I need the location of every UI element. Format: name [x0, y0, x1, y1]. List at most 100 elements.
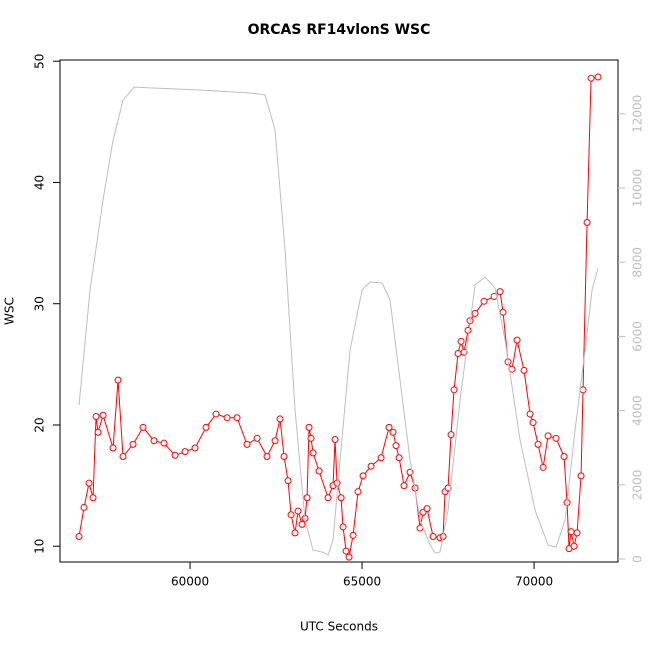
- point: [345, 553, 353, 561]
- point: [454, 349, 462, 357]
- point: [339, 523, 347, 531]
- point: [429, 533, 437, 541]
- point: [114, 376, 122, 384]
- point: [460, 348, 468, 356]
- point: [567, 528, 575, 536]
- y-tick-label: 30: [33, 296, 47, 311]
- point: [119, 453, 127, 461]
- point: [392, 442, 400, 450]
- point: [212, 410, 220, 418]
- point: [337, 494, 345, 502]
- point: [89, 494, 97, 502]
- point: [80, 503, 88, 511]
- point: [85, 479, 93, 487]
- x-tick-label: 70000: [515, 575, 553, 589]
- point: [129, 440, 137, 448]
- point: [291, 529, 299, 537]
- plot-frame: [59, 59, 619, 563]
- point: [377, 454, 385, 462]
- point: [423, 505, 431, 513]
- point: [385, 423, 393, 431]
- y2-tick-label: 4000: [631, 395, 645, 426]
- y2-tick-label: 8000: [631, 247, 645, 278]
- point: [75, 533, 83, 541]
- y2-tick-label: 2000: [631, 470, 645, 501]
- y-axis-label: WSC: [3, 297, 17, 325]
- point: [294, 507, 302, 515]
- point: [324, 494, 332, 502]
- point: [570, 542, 578, 550]
- x-axis-label: UTC Seconds: [300, 620, 378, 634]
- x-tick-label: 60000: [171, 575, 209, 589]
- chart-title: ORCAS RF14vlonS WSC: [248, 22, 431, 38]
- point: [395, 454, 403, 462]
- point: [544, 432, 552, 440]
- point: [359, 472, 367, 480]
- point: [471, 309, 479, 317]
- point: [315, 467, 323, 475]
- y-tick-label: 10: [33, 539, 47, 554]
- point: [594, 73, 602, 81]
- point: [276, 415, 284, 423]
- y2-tick-label: 6000: [631, 321, 645, 352]
- point: [160, 439, 168, 447]
- point: [534, 440, 542, 448]
- point: [139, 423, 147, 431]
- point: [94, 428, 102, 436]
- point: [109, 444, 117, 452]
- point: [181, 448, 189, 456]
- point: [271, 437, 279, 445]
- point: [496, 288, 504, 296]
- series-line: [78, 86, 599, 556]
- point: [253, 434, 261, 442]
- y2-tick-label: 12000: [631, 95, 645, 133]
- point: [150, 437, 158, 445]
- point: [447, 431, 455, 439]
- point: [202, 423, 210, 431]
- point: [191, 444, 199, 452]
- point: [284, 477, 292, 485]
- point: [280, 453, 288, 461]
- point: [539, 463, 547, 471]
- point: [577, 472, 585, 480]
- y-tick-label: 40: [33, 175, 47, 190]
- point: [573, 529, 581, 537]
- point: [552, 434, 560, 442]
- point: [520, 366, 528, 374]
- point: [587, 74, 595, 82]
- point: [526, 410, 534, 418]
- point: [307, 434, 315, 442]
- point: [560, 453, 568, 461]
- point: [480, 297, 488, 305]
- point: [99, 411, 107, 419]
- point: [354, 488, 362, 496]
- point: [579, 386, 587, 394]
- y2-tick-label: 10000: [631, 169, 645, 207]
- point: [331, 436, 339, 444]
- point: [349, 531, 357, 539]
- point: [298, 520, 306, 528]
- point: [583, 218, 591, 226]
- point: [400, 482, 408, 490]
- point: [342, 547, 350, 555]
- point: [367, 462, 375, 470]
- point: [92, 412, 100, 420]
- point: [171, 451, 179, 459]
- point: [309, 449, 317, 457]
- point: [223, 414, 231, 422]
- point: [333, 479, 341, 487]
- y-tick-label: 50: [33, 54, 47, 69]
- point: [243, 440, 251, 448]
- point: [389, 428, 397, 436]
- point: [303, 494, 311, 502]
- point: [529, 419, 537, 427]
- point: [305, 423, 313, 431]
- x-tick-label: 65000: [343, 575, 381, 589]
- point: [233, 414, 241, 422]
- point: [457, 337, 465, 345]
- point: [499, 308, 507, 316]
- y-tick-label: 20: [33, 417, 47, 432]
- point: [444, 484, 452, 492]
- point: [287, 511, 295, 519]
